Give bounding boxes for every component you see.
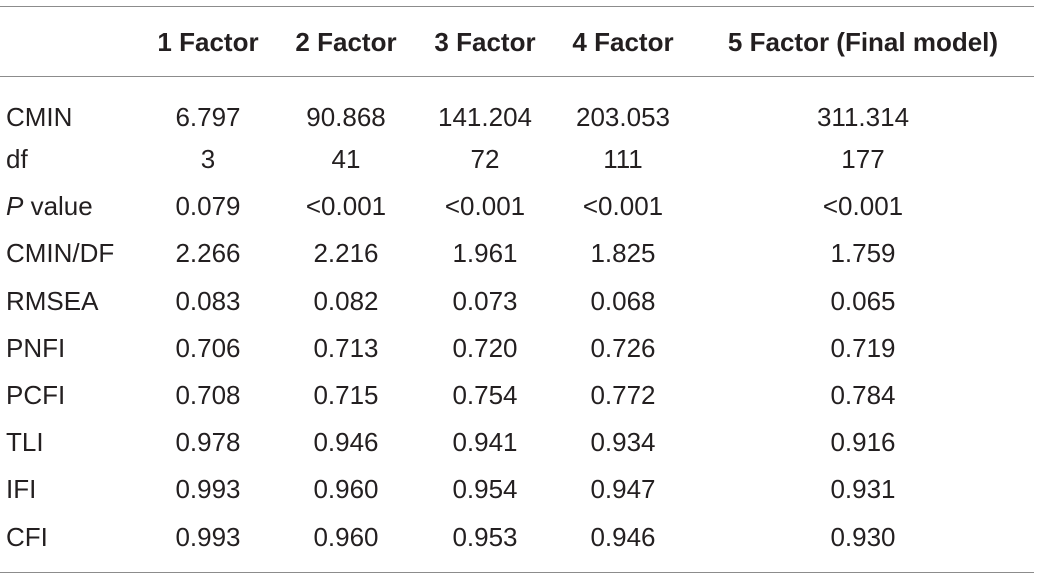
table-cell: 3	[200, 144, 216, 175]
row-label-text: CMIN/DF	[6, 238, 115, 269]
table-cell: 111	[603, 144, 643, 175]
table-cell: 0.082	[313, 285, 379, 316]
row-label-text: CFI	[6, 521, 48, 552]
table-cell: 0.706	[175, 332, 241, 363]
row-label: P value	[0, 183, 140, 230]
row-label: df	[0, 136, 140, 183]
header-col-1-factor: 1 Factor	[157, 26, 259, 57]
table-row: df 3 41 72 111 177	[0, 136, 1034, 183]
header-col-4-factor: 4 Factor	[572, 26, 674, 57]
table-row: P value 0.079 <0.001 <0.001 <0.001 <0.001	[0, 183, 1034, 230]
table-cell: 0.079	[175, 191, 241, 222]
row-label-text: RMSEA	[6, 285, 99, 316]
table-cell: 41	[331, 144, 361, 175]
header-stub	[0, 0, 140, 76]
table-row: TLI 0.978 0.946 0.941 0.934 0.916	[0, 419, 1034, 466]
header-col-5-factor: 5 Factor (Final model)	[727, 26, 999, 57]
row-label: PNFI	[0, 325, 140, 372]
table-cell: 2.216	[313, 238, 379, 269]
data-table: 1 Factor 2 Factor 3 Factor 4 Factor 5 Fa…	[0, 0, 1034, 561]
header-col-3-factor: 3 Factor	[434, 26, 536, 57]
table-cell: 2.266	[175, 238, 241, 269]
table-cell: 0.726	[590, 332, 656, 363]
row-label: IFI	[0, 466, 140, 513]
table-cell: 0.784	[830, 380, 896, 411]
table-cell: 1.759	[830, 238, 896, 269]
table-cell: 0.947	[590, 474, 656, 505]
table-cell: 90.868	[306, 101, 386, 132]
row-label-text: CMIN	[6, 101, 73, 132]
row-label: PCFI	[0, 372, 140, 419]
table-row: PCFI 0.708 0.715 0.754 0.772 0.784	[0, 372, 1034, 419]
table-cell: 0.978	[175, 427, 241, 458]
table-cell: 0.930	[830, 521, 896, 552]
row-label-italic: P	[6, 191, 24, 222]
row-label: CMIN	[0, 76, 140, 136]
table-cell: 0.960	[313, 521, 379, 552]
table-cell: 0.946	[313, 427, 379, 458]
table-cell: 0.941	[452, 427, 518, 458]
table-cell: 177	[841, 144, 885, 175]
table-cell: 72	[470, 144, 500, 175]
table-cell: 311.314	[816, 101, 910, 132]
table-cell: 0.934	[590, 427, 656, 458]
header-row: 1 Factor 2 Factor 3 Factor 4 Factor 5 Fa…	[0, 0, 1034, 76]
table-cell: 0.720	[452, 332, 518, 363]
table-cell: 0.993	[175, 521, 241, 552]
table-cell: 0.993	[175, 474, 241, 505]
table-row: CMIN/DF 2.266 2.216 1.961 1.825 1.759	[0, 230, 1034, 277]
table-cell: 0.754	[452, 380, 518, 411]
table-row: PNFI 0.706 0.713 0.720 0.726 0.719	[0, 325, 1034, 372]
table-cell: 0.916	[830, 427, 896, 458]
table-cell: 1.961	[452, 238, 518, 269]
table-cell: <0.001	[582, 191, 664, 222]
table-row: CMIN 6.797 90.868 141.204 203.053 311.314	[0, 76, 1034, 136]
row-label-text: df	[6, 144, 28, 175]
row-label-text: PCFI	[6, 380, 66, 411]
table-row: CFI 0.993 0.960 0.953 0.946 0.930	[0, 514, 1034, 561]
table-cell: 6.797	[175, 101, 241, 132]
top-rule	[0, 6, 1034, 7]
table-cell: 0.073	[452, 285, 518, 316]
table-cell: <0.001	[822, 191, 904, 222]
table-cell: 0.931	[830, 474, 896, 505]
row-label: RMSEA	[0, 278, 140, 325]
table-cell: <0.001	[305, 191, 387, 222]
table-cell: <0.001	[444, 191, 526, 222]
row-label: CMIN/DF	[0, 230, 140, 277]
table-cell: 203.053	[576, 101, 670, 132]
table-cell: 0.713	[313, 332, 379, 363]
table-cell: 0.715	[313, 380, 379, 411]
row-label-text: IFI	[6, 474, 37, 505]
table-cell: 0.065	[830, 285, 896, 316]
table-row: IFI 0.993 0.960 0.954 0.947 0.931	[0, 466, 1034, 513]
table-cell: 141.204	[438, 101, 532, 132]
table-cell: 0.954	[452, 474, 518, 505]
row-label: CFI	[0, 514, 140, 561]
table-cell: 1.825	[590, 238, 656, 269]
header-col-2-factor: 2 Factor	[295, 26, 397, 57]
table-cell: 0.708	[175, 380, 241, 411]
table-cell: 0.083	[175, 285, 241, 316]
table-cell: 0.772	[590, 380, 656, 411]
table-cell: 0.953	[452, 521, 518, 552]
header-rule	[0, 76, 1034, 77]
table-cell: 0.960	[313, 474, 379, 505]
bottom-rule	[0, 572, 1034, 573]
row-label: TLI	[0, 419, 140, 466]
table-cell: 0.068	[590, 285, 656, 316]
table-cell: 0.719	[830, 332, 896, 363]
row-label-text: PNFI	[6, 332, 66, 363]
row-label-text: TLI	[6, 427, 44, 458]
row-label-text: value	[23, 191, 93, 222]
table-row: RMSEA 0.083 0.082 0.073 0.068 0.065	[0, 278, 1034, 325]
table-cell: 0.946	[590, 521, 656, 552]
